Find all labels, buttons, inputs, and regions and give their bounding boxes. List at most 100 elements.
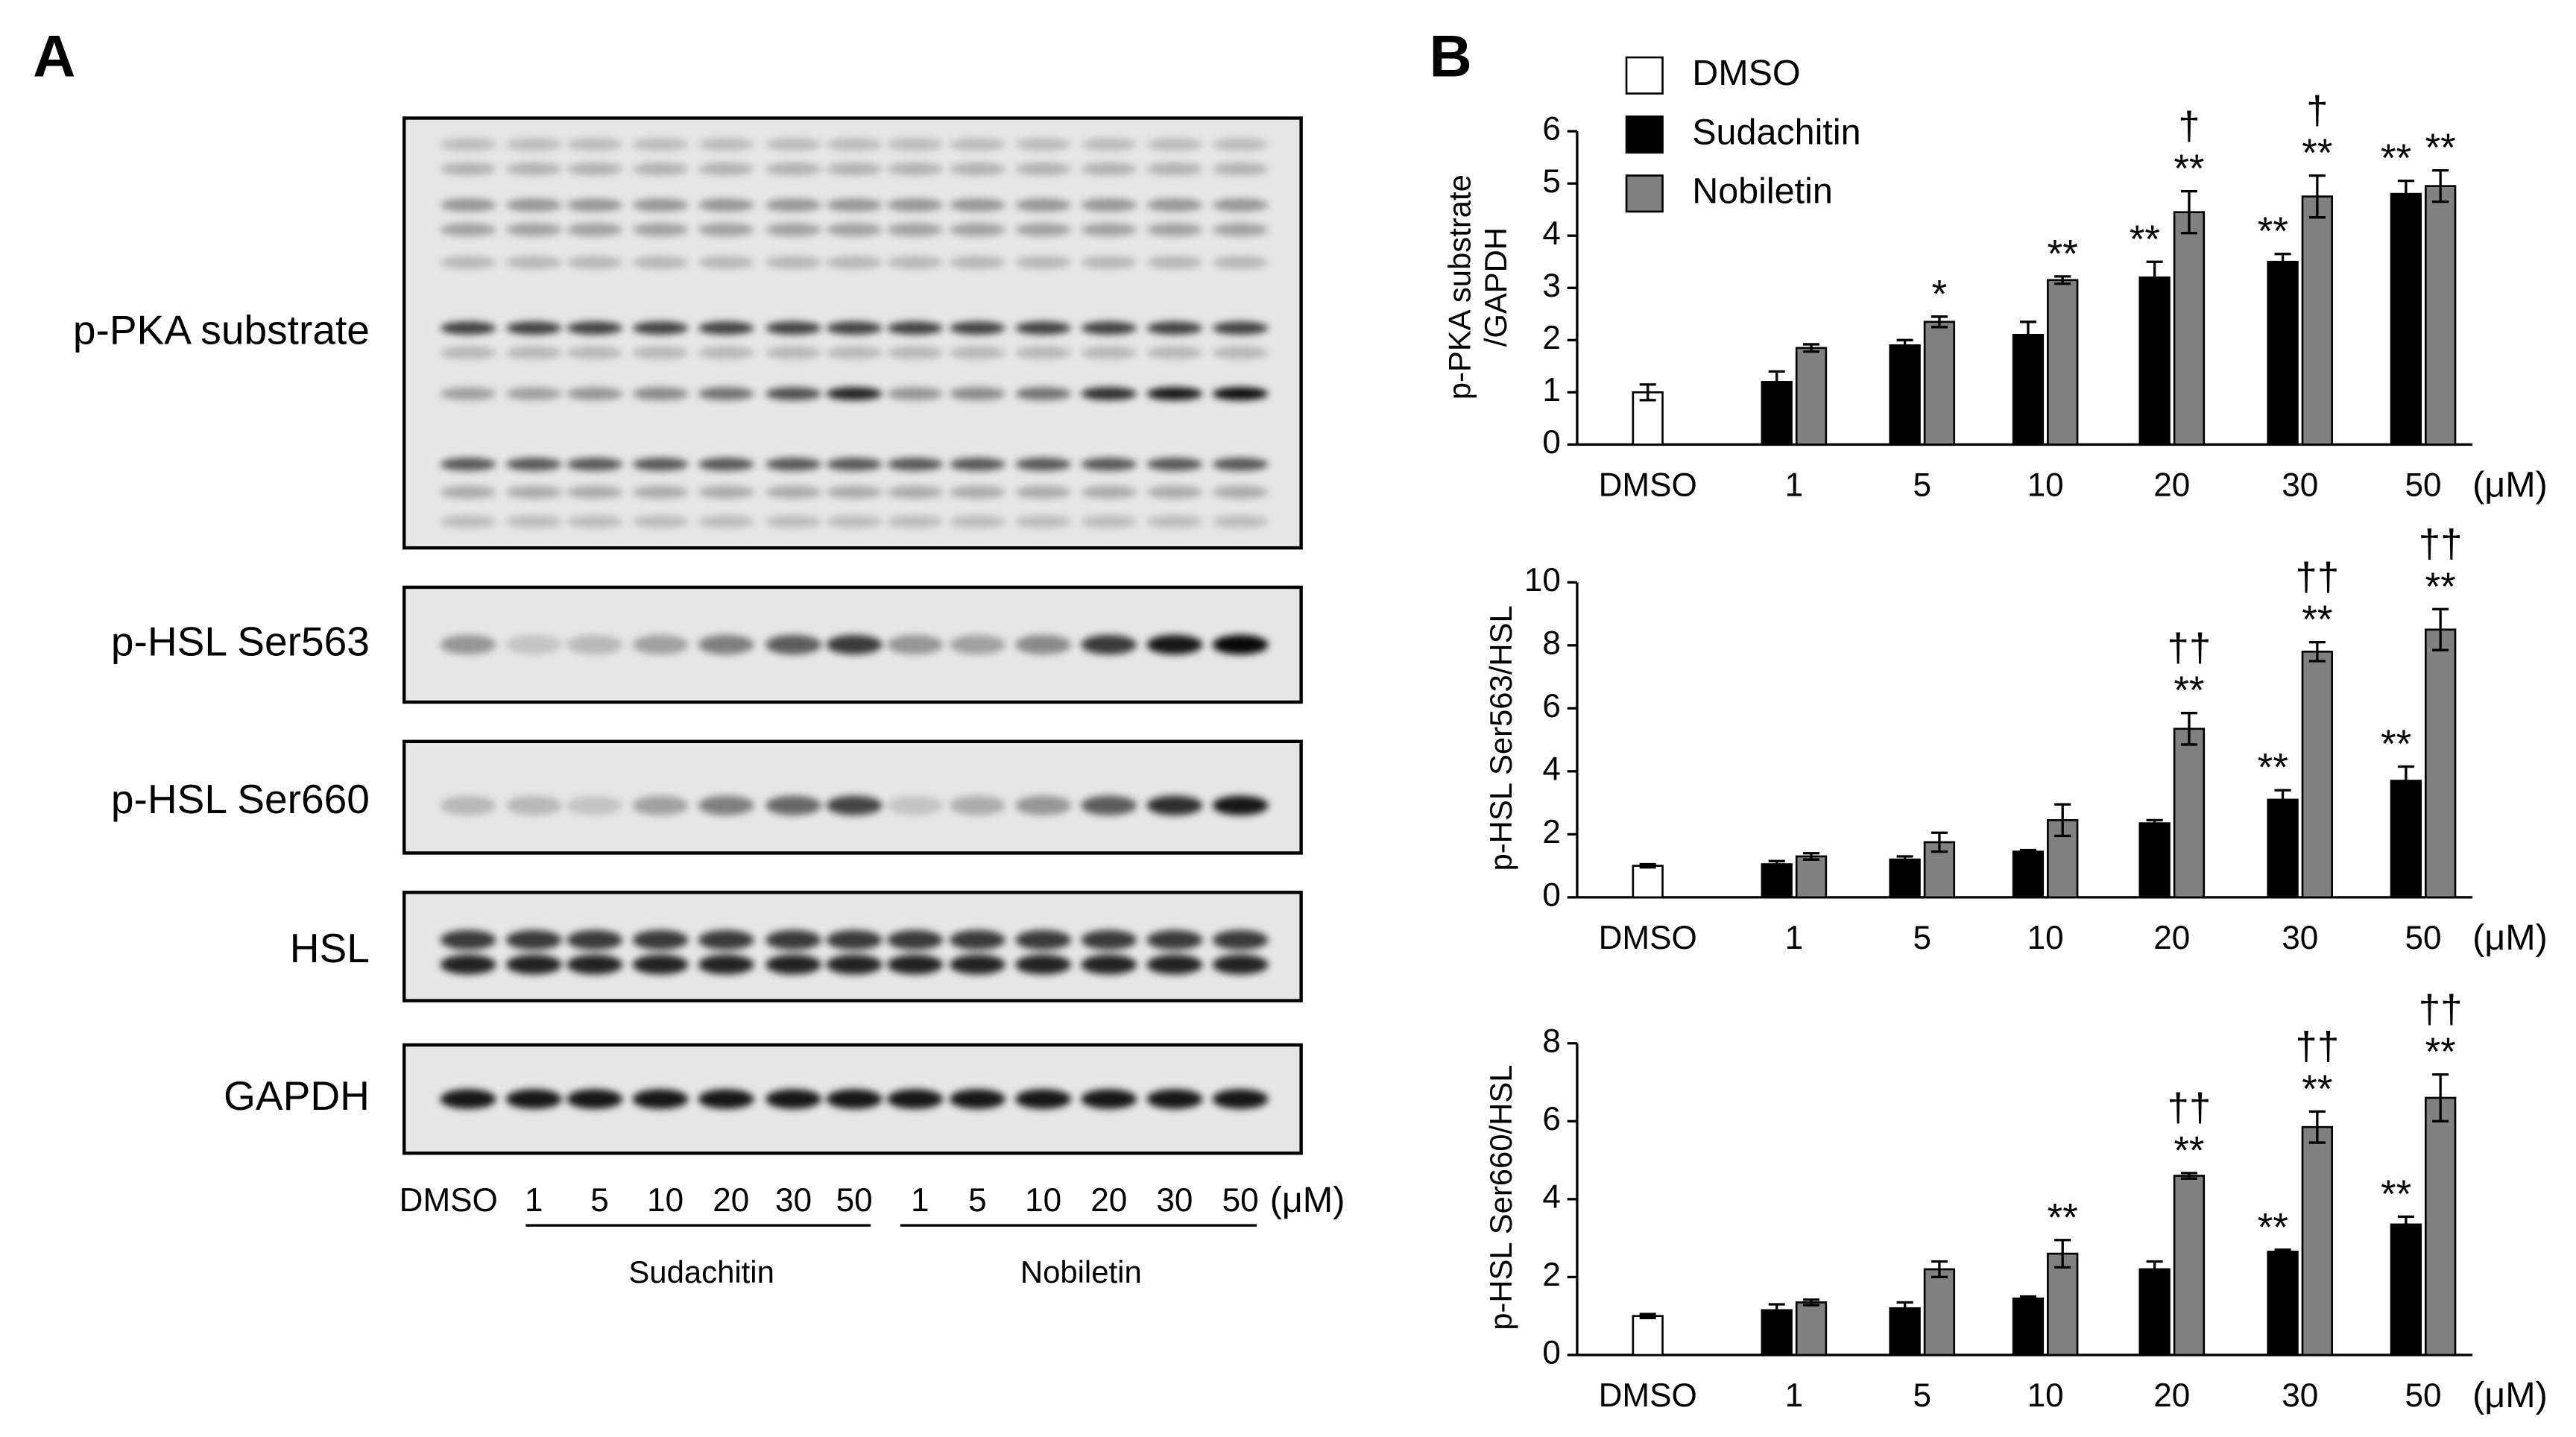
bar	[1795, 347, 1828, 446]
band	[1212, 954, 1269, 975]
band	[632, 346, 689, 359]
band	[698, 198, 754, 212]
x-tick-label: 20	[2153, 1377, 2190, 1414]
band	[826, 387, 883, 401]
band	[949, 198, 1006, 212]
band	[566, 929, 623, 950]
band	[765, 795, 822, 815]
band	[887, 634, 944, 655]
band	[1015, 458, 1072, 471]
band	[765, 321, 822, 335]
band	[887, 321, 944, 335]
band	[698, 256, 754, 269]
lane-label: 10	[647, 1182, 684, 1219]
y-tick-label: 1	[1542, 372, 1561, 408]
band	[765, 223, 822, 236]
band	[765, 137, 822, 151]
band	[765, 346, 822, 359]
x-tick-label: 50	[2405, 920, 2442, 956]
band	[632, 954, 689, 975]
x-tick-label: 30	[2282, 467, 2318, 503]
error-bar	[2146, 260, 2163, 294]
band	[632, 795, 689, 815]
band	[1015, 485, 1072, 499]
band	[1081, 162, 1137, 176]
lane-label: 30	[775, 1182, 812, 1219]
significance-mark: **	[2048, 1196, 2078, 1239]
error-bar	[2054, 275, 2071, 285]
error-bar	[2019, 320, 2036, 350]
band	[566, 387, 623, 401]
band	[887, 223, 944, 236]
band	[440, 515, 496, 528]
band	[1212, 458, 1269, 471]
band	[440, 256, 496, 269]
band	[1015, 954, 1072, 975]
bar	[2047, 1252, 2079, 1357]
band	[1212, 485, 1269, 499]
x-unit-label: (μM)	[2472, 1375, 2548, 1415]
band	[698, 137, 754, 151]
error-bar	[1931, 831, 1948, 853]
band	[632, 1089, 689, 1109]
y-axis-label: p-PKA substrate	[1442, 174, 1477, 399]
blot-bands	[440, 795, 1269, 815]
band	[1015, 162, 1072, 176]
band	[765, 256, 822, 269]
y-tick-label: 4	[1542, 751, 1561, 788]
blot-label: HSL	[290, 925, 370, 971]
band	[887, 795, 944, 815]
error-bar	[2019, 1295, 2036, 1302]
band	[440, 929, 496, 950]
error-bar	[2274, 1248, 2291, 1255]
band	[505, 515, 562, 528]
error-bar	[1802, 1298, 1820, 1307]
x-tick-label: DMSO	[1599, 1377, 1697, 1414]
band	[505, 162, 562, 176]
band	[1146, 256, 1203, 269]
band	[1146, 321, 1203, 335]
bar	[2301, 1125, 2334, 1357]
band	[1146, 515, 1203, 528]
error-bar	[1768, 859, 1785, 869]
band	[1081, 795, 1137, 815]
band	[1081, 515, 1137, 528]
band	[887, 954, 944, 975]
lane-label: 1	[911, 1182, 929, 1219]
band	[949, 223, 1006, 236]
band	[765, 198, 822, 212]
band	[1015, 515, 1072, 528]
band	[698, 162, 754, 176]
significance-mark: **	[2130, 218, 2160, 262]
significance-mark: **	[2258, 1205, 2288, 1249]
blot-frame	[402, 1043, 1303, 1155]
x-unit-label: (μM)	[2472, 464, 2548, 505]
significance-mark: **	[2174, 669, 2204, 713]
y-tick-label: 0	[1542, 1335, 1561, 1371]
band	[566, 954, 623, 975]
band	[505, 929, 562, 950]
x-tick-label: 5	[1913, 1377, 1932, 1414]
band	[632, 485, 689, 499]
band	[887, 346, 944, 359]
band	[826, 485, 883, 499]
band	[1212, 137, 1269, 151]
significance-mark: ††	[2168, 626, 2212, 670]
x-tick-label: 10	[2027, 467, 2064, 503]
band	[1212, 795, 1269, 815]
bar	[2138, 276, 2171, 446]
error-bar	[2308, 174, 2326, 219]
y-tick-label: 8	[1542, 1023, 1561, 1059]
band	[949, 954, 1006, 975]
band	[440, 1089, 496, 1109]
band	[632, 634, 689, 655]
blot-label: p-HSL Ser563	[111, 619, 370, 665]
band	[440, 137, 496, 151]
band	[949, 1089, 1006, 1109]
error-bar	[1639, 1313, 1656, 1319]
x-tick-label: 30	[2282, 1377, 2318, 1414]
band	[1146, 634, 1203, 655]
band	[566, 458, 623, 471]
error-bar	[1639, 862, 1656, 869]
significance-mark: **	[2302, 1067, 2332, 1111]
